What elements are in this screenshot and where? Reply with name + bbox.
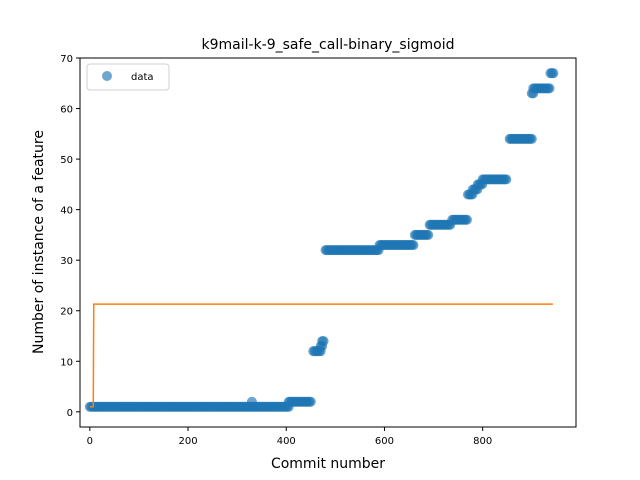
y-tick-label: 20 xyxy=(60,307,73,318)
legend-marker-data xyxy=(102,71,112,81)
data-point xyxy=(318,336,329,347)
x-axis-label: Commit number xyxy=(271,456,385,472)
x-tick-label: 0 xyxy=(87,436,93,447)
legend-box xyxy=(86,63,170,91)
x-tick-label: 600 xyxy=(375,436,394,447)
data-point xyxy=(423,229,434,240)
y-axis-label: Number of instance of a feature xyxy=(31,130,47,354)
y-tick-label: 0 xyxy=(67,408,73,419)
data-point xyxy=(501,174,512,185)
fit-line xyxy=(89,303,553,408)
axes: 0 200 400 600 800 0 10 20 30 40 50 60 70 xyxy=(60,54,492,447)
y-tick-label: 70 xyxy=(60,54,73,65)
plot-frame xyxy=(79,57,577,428)
plot-area xyxy=(84,68,559,412)
legend: data xyxy=(86,63,170,91)
y-tick-label: 50 xyxy=(60,155,73,166)
data-point xyxy=(548,68,559,79)
data-point xyxy=(461,214,472,225)
data-point xyxy=(526,133,537,144)
x-tick-label: 400 xyxy=(277,436,296,447)
y-tick-label: 60 xyxy=(60,105,73,116)
legend-label-data: data xyxy=(131,72,154,83)
data-point xyxy=(246,396,257,407)
data-point xyxy=(408,240,419,251)
data-point xyxy=(305,396,316,407)
chart-title: k9mail-k-9_safe_call-binary_sigmoid xyxy=(202,37,455,53)
y-tick-label: 30 xyxy=(60,256,73,267)
x-tick-label: 800 xyxy=(473,436,492,447)
y-tick-label: 10 xyxy=(60,357,73,368)
x-tick-label: 200 xyxy=(178,436,197,447)
y-tick-label: 40 xyxy=(60,206,73,217)
data-point xyxy=(544,83,555,94)
